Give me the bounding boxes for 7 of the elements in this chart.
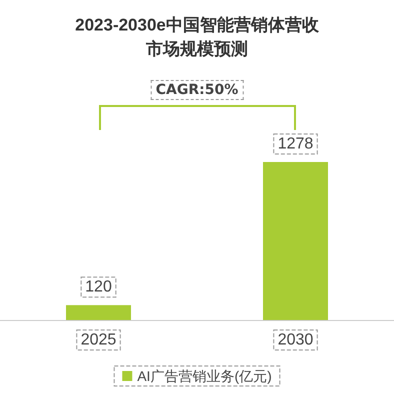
legend-label: AI广告营销业务(亿元)	[137, 368, 272, 384]
text: CAGR:50%	[150, 80, 244, 100]
chart-title: 2023-2030e中国智能营销体营收市场规模预测	[75, 16, 320, 58]
data-label: 120	[85, 278, 112, 296]
x-tick-label: 2030	[278, 332, 314, 348]
data-label: 1278	[278, 136, 314, 152]
x-tick-label: 2025	[80, 332, 116, 348]
